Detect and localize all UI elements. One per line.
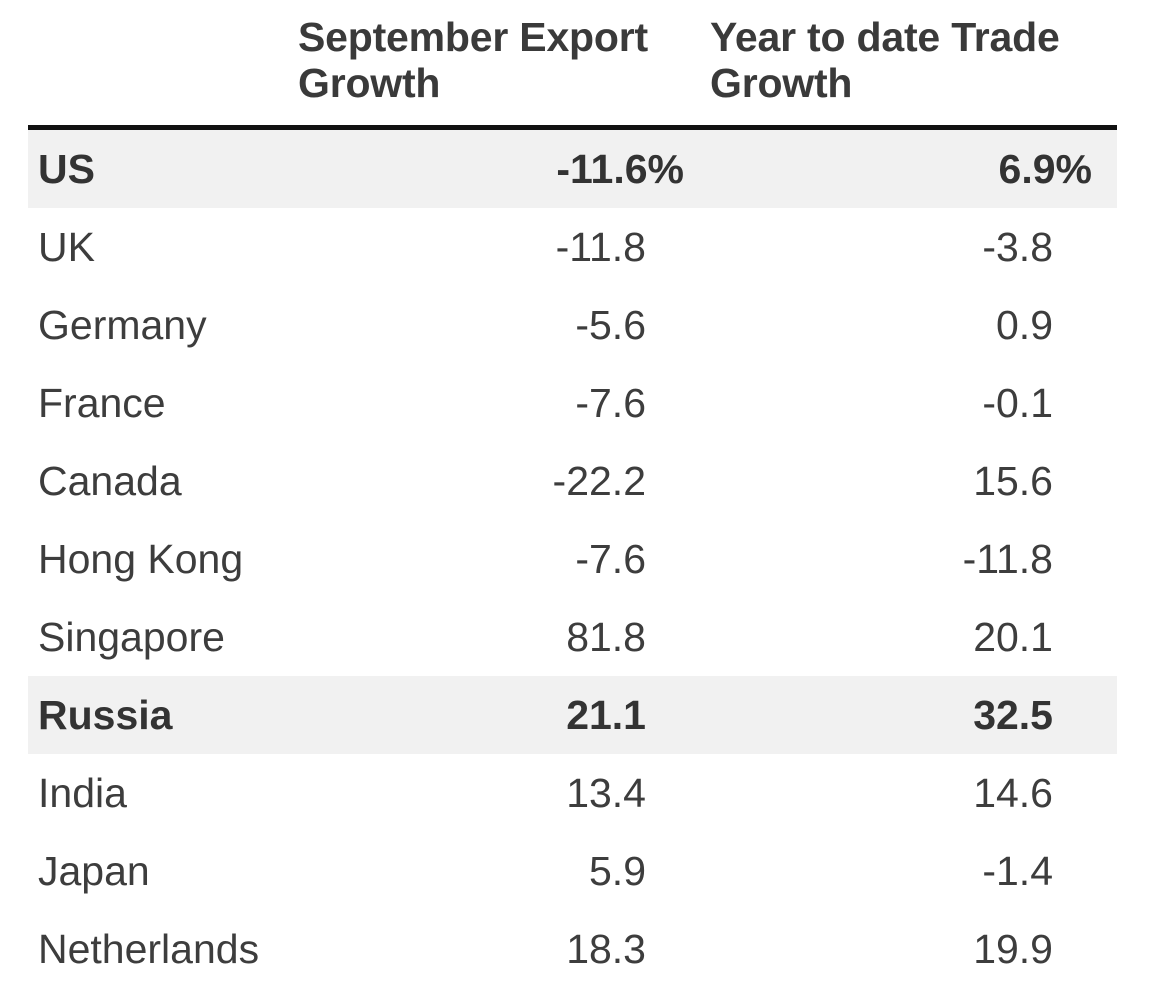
country-cell: India: [38, 769, 127, 816]
table-row: India 13.4 14.6: [28, 754, 1117, 832]
september-export-growth-cell: 81.8: [566, 613, 646, 660]
september-export-growth-cell: 5.9: [589, 847, 646, 894]
ytd-trade-growth-cell: -11.8: [962, 535, 1053, 582]
country-cell: Germany: [38, 301, 207, 348]
table-row: Netherlands 18.3 19.9: [28, 910, 1117, 988]
country-cell: UK: [38, 223, 95, 270]
column-header-september-export-growth: September Export Growth: [298, 14, 698, 106]
ytd-trade-growth-cell: 19.9: [973, 925, 1053, 972]
country-cell: US: [38, 145, 95, 192]
ytd-trade-growth-cell: 15.6: [973, 457, 1053, 504]
ytd-trade-growth-cell: 14.6: [973, 769, 1053, 816]
ytd-trade-growth-cell: 0.9: [996, 301, 1053, 348]
column-header-line: Growth: [710, 60, 853, 106]
table-row: Canada -22.2 15.6: [28, 442, 1117, 520]
september-export-growth-cell: -7.6: [575, 379, 646, 426]
september-export-growth-cell: 21.1: [566, 691, 646, 738]
country-cell: Japan: [38, 847, 150, 894]
table-header: September Export Growth Year to date Tra…: [28, 0, 1117, 125]
ytd-trade-growth-cell: -1.4: [982, 847, 1053, 894]
ytd-trade-growth-cell: -3.8: [982, 223, 1053, 270]
september-export-growth-cell: 13.4: [566, 769, 646, 816]
table-row: UK -11.8 -3.8: [28, 208, 1117, 286]
country-cell: France: [38, 379, 166, 426]
table-row: Germany -5.6 0.9: [28, 286, 1117, 364]
september-export-growth-cell: -7.6: [575, 535, 646, 582]
column-header-ytd-trade-growth: Year to date Trade Growth: [710, 14, 1110, 106]
country-cell: Singapore: [38, 613, 225, 660]
september-export-growth-cell: -11.6%: [556, 145, 684, 192]
table-row: US -11.6% 6.9%: [28, 130, 1117, 208]
september-export-growth-cell: -5.6: [575, 301, 646, 348]
header-divider: [28, 125, 1117, 130]
country-cell: Canada: [38, 457, 182, 504]
country-cell: Russia: [38, 691, 173, 738]
table-row: Japan 5.9 -1.4: [28, 832, 1117, 910]
country-cell: Hong Kong: [38, 535, 244, 582]
column-header-line: Growth: [298, 60, 441, 106]
country-cell: Netherlands: [38, 925, 260, 972]
table-row: Russia 21.1 32.5: [28, 676, 1117, 754]
ytd-trade-growth-cell: 6.9%: [998, 145, 1092, 192]
ytd-trade-growth-cell: -0.1: [982, 379, 1053, 426]
table-row: Hong Kong -7.6 -11.8: [28, 520, 1117, 598]
ytd-trade-growth-cell: 32.5: [973, 691, 1053, 738]
september-export-growth-cell: -11.8: [555, 223, 646, 270]
column-header-line: Year to date Trade: [710, 14, 1060, 60]
september-export-growth-cell: 18.3: [566, 925, 646, 972]
table-row: Singapore 81.8 20.1: [28, 598, 1117, 676]
data-table: September Export Growth Year to date Tra…: [28, 0, 1117, 988]
table-row: France -7.6 -0.1: [28, 364, 1117, 442]
ytd-trade-growth-cell: 20.1: [973, 613, 1053, 660]
september-export-growth-cell: -22.2: [552, 457, 646, 504]
column-header-line: September Export: [298, 14, 648, 60]
table-body: US -11.6% 6.9% UK -11.8 -3.8 Germany -5.6 0.9 Fra…: [28, 130, 1117, 988]
